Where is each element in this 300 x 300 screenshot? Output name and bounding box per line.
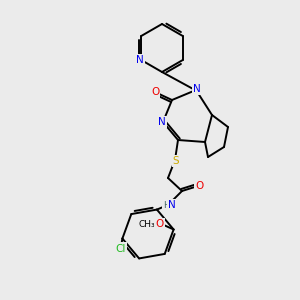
Text: O: O bbox=[155, 220, 164, 230]
Text: N: N bbox=[136, 55, 144, 65]
Text: N: N bbox=[158, 117, 166, 127]
Text: S: S bbox=[173, 156, 179, 166]
Text: O: O bbox=[195, 181, 203, 191]
Text: N: N bbox=[193, 84, 201, 94]
Text: Cl: Cl bbox=[115, 244, 126, 254]
Text: H: H bbox=[163, 200, 170, 209]
Text: N: N bbox=[168, 200, 176, 210]
Text: O: O bbox=[151, 87, 159, 97]
Text: CH₃: CH₃ bbox=[138, 220, 155, 229]
